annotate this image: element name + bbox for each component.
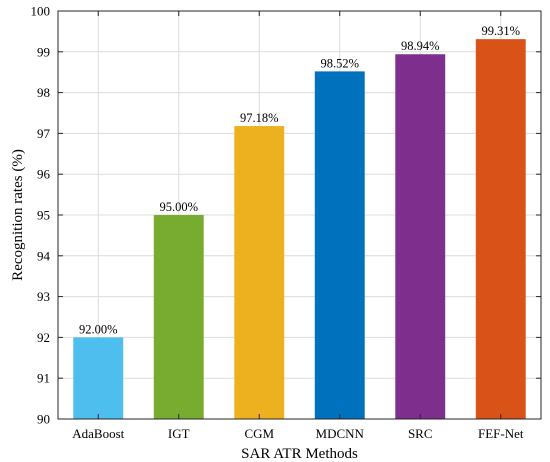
x-tick-label: AdaBoost [72, 426, 124, 441]
data-labels: 92.00% 95.00% 97.18% 98.52% 98.94% 99.31% [79, 24, 520, 336]
bar-cgm [234, 126, 285, 419]
y-tick-label: 97 [37, 126, 51, 141]
y-tick-label: 96 [37, 167, 51, 182]
bar-data-label: 95.00% [159, 200, 198, 214]
bar-fef-net [475, 39, 526, 419]
bar-data-label: 98.52% [320, 56, 359, 70]
x-tick-label: FEF-Net [478, 426, 524, 441]
y-axis-ticks: 90 91 92 93 94 95 96 97 98 99 100 [31, 4, 541, 427]
x-axis-title: SAR ATR Methods [241, 446, 358, 462]
bar-mdcnn [314, 71, 365, 419]
x-axis-ticks: AdaBoost IGT CGM MDCNN SRC FEF-Net [72, 11, 524, 441]
y-tick-label: 94 [37, 248, 51, 263]
bar-data-label: 99.31% [481, 24, 520, 38]
bar-data-label: 92.00% [79, 322, 118, 336]
bar-igt [153, 215, 204, 419]
bar-data-label: 97.18% [240, 111, 279, 125]
grid-lines [58, 10, 541, 420]
y-tick-label: 95 [37, 208, 50, 223]
x-tick-label: CGM [244, 426, 274, 441]
bar-data-label: 98.94% [401, 39, 440, 53]
bar-src [395, 54, 446, 420]
y-tick-label: 99 [37, 44, 50, 59]
y-tick-label: 91 [37, 371, 50, 386]
x-tick-label: SRC [408, 426, 433, 441]
y-axis-title: Recognition rates (%) [10, 149, 26, 281]
bars [73, 39, 526, 420]
y-tick-label: 93 [37, 289, 50, 304]
y-tick-label: 92 [37, 330, 50, 345]
x-tick-label: MDCNN [316, 426, 365, 441]
y-tick-label: 100 [31, 4, 51, 19]
y-tick-label: 98 [37, 85, 50, 100]
bar-adaboost [73, 337, 124, 419]
x-tick-label: IGT [168, 426, 190, 441]
y-tick-label: 90 [37, 412, 50, 427]
